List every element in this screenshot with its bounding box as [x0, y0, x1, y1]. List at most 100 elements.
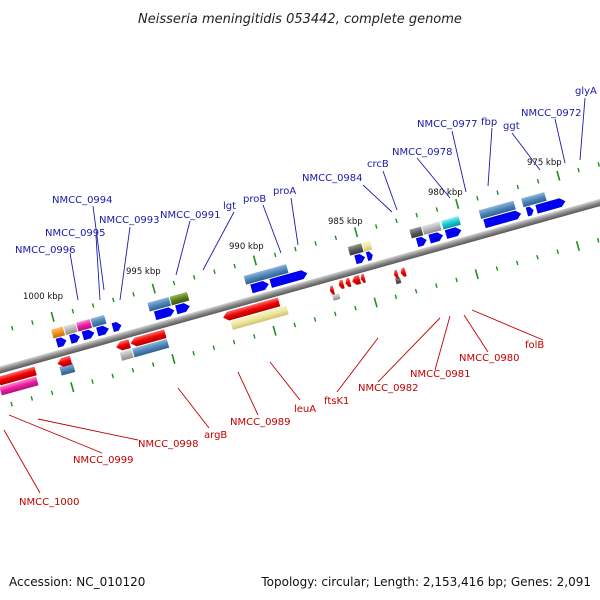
label-leader-line [463, 314, 489, 353]
label-leaders [3, 97, 586, 494]
forward-gene-arrow [69, 333, 81, 344]
label-leader-line [416, 157, 451, 199]
tick-mark [556, 249, 559, 254]
tick-mark [395, 218, 398, 224]
tick-mark [516, 184, 520, 190]
tick-mark [112, 297, 115, 303]
gene-label-fbp: fbp [481, 117, 497, 128]
gene-box-steel [478, 200, 516, 220]
tick-mark [232, 339, 236, 345]
forward-gene-arrow [415, 236, 427, 247]
label-leader-line [554, 118, 566, 164]
gene-label-NMCC_0981: NMCC_0981 [410, 369, 471, 380]
label-leader-line [202, 211, 235, 271]
gene-label-argB: argB [204, 430, 227, 441]
gene-label-NMCC_0984: NMCC_0984 [302, 173, 363, 184]
kbp-label-995: 995 kbp [126, 267, 161, 277]
tick-mark [495, 266, 499, 271]
tick-mark [30, 396, 34, 401]
gene-label-NMCC_0994: NMCC_0994 [52, 195, 113, 206]
reverse-gene-arrow [116, 339, 131, 351]
label-leader-line [37, 418, 139, 441]
gene-label-NMCC_0989: NMCC_0989 [230, 417, 291, 428]
reverse-gene-arrow [393, 269, 400, 279]
gene-label-NMCC_0980: NMCC_0980 [459, 353, 520, 364]
forward-gene-arrow [269, 270, 308, 288]
label-leader-line [8, 414, 103, 454]
tick-mark [394, 294, 398, 300]
tick-mark [435, 207, 439, 212]
gene-label-NMCC_0991: NMCC_0991 [160, 210, 221, 221]
label-leader-line [269, 361, 301, 401]
tick-mark [272, 325, 277, 336]
gene-features [0, 192, 566, 396]
forward-gene-arrow [444, 227, 462, 239]
forward-gene-arrow [96, 325, 109, 337]
tick-mark [314, 241, 317, 246]
gene-label-NMCC_0982: NMCC_0982 [358, 383, 419, 394]
gene-box-gray [63, 323, 78, 335]
tick-mark [597, 162, 600, 167]
reverse-gene-arrow [57, 355, 73, 367]
tick-mark [293, 322, 297, 328]
label-leader-line [119, 226, 131, 301]
topology-text: Topology: circular; Length: 2,153,416 bp… [260, 575, 591, 589]
forward-gene-arrow [111, 321, 122, 332]
reverse-gene-arrow [360, 273, 366, 283]
tick-mark [91, 379, 94, 384]
forward-gene-arrow [535, 198, 566, 214]
gene-label-proA: proA [273, 186, 296, 197]
gene-label-NMCC_1000: NMCC_1000 [19, 497, 80, 508]
tick-mark [213, 269, 216, 275]
gene-box-cyan [441, 216, 461, 230]
gene-box-orange [51, 326, 66, 339]
label-leader-line [487, 127, 493, 187]
gene-label-NMCC_0978: NMCC_0978 [392, 147, 453, 158]
reverse-gene-arrow [345, 277, 352, 288]
tick-marks [10, 162, 600, 407]
label-leader-line [262, 204, 282, 254]
tick-mark [192, 351, 195, 356]
gene-label-NMCC_0995: NMCC_0995 [45, 228, 106, 239]
reverse-gene-arrow [223, 297, 281, 321]
gene-label-crcB: crcB [367, 159, 389, 170]
tick-mark [455, 198, 460, 209]
gene-label-NMCC_0972: NMCC_0972 [521, 108, 582, 119]
label-leader-line [336, 337, 379, 393]
label-leader-line [471, 309, 544, 341]
genome-backbone [0, 178, 600, 390]
tick-mark [455, 277, 458, 283]
label-leader-line [69, 252, 79, 301]
tick-mark [313, 317, 317, 322]
tick-mark [111, 373, 115, 379]
gene-box-steel [147, 296, 171, 312]
reverse-gene-arrow [130, 329, 167, 347]
reverse-gene-arrow [400, 267, 407, 277]
tick-mark [70, 382, 75, 393]
kbp-label-980: 980 kbp [428, 188, 463, 198]
gene-box-steel [90, 314, 107, 328]
forward-gene-arrow [250, 281, 269, 294]
tick-mark [556, 170, 561, 181]
gene-label-ftsK1: ftsK1 [324, 396, 349, 407]
gene-box-steel [132, 338, 170, 358]
tick-mark [132, 291, 135, 297]
gene-label-lgt: lgt [223, 201, 236, 212]
tick-mark [212, 345, 216, 350]
tick-mark [353, 227, 359, 238]
label-leader-line [175, 220, 191, 276]
gene-box-darkgray [409, 226, 424, 239]
tick-mark [192, 275, 196, 280]
label-leader-line [362, 184, 393, 213]
label-leader-line [434, 315, 451, 371]
gene-box-steel [521, 192, 547, 208]
label-leader-line [177, 387, 210, 429]
tick-mark [172, 280, 176, 286]
kbp-label-1000: 1000 kbp [23, 292, 63, 302]
forward-gene-arrow [81, 329, 95, 341]
label-leader-line [451, 130, 467, 193]
forward-gene-arrow [55, 337, 67, 348]
forward-gene-arrow [483, 210, 522, 229]
gene-box-steel [243, 264, 289, 285]
gene-box-khaki [362, 240, 373, 252]
